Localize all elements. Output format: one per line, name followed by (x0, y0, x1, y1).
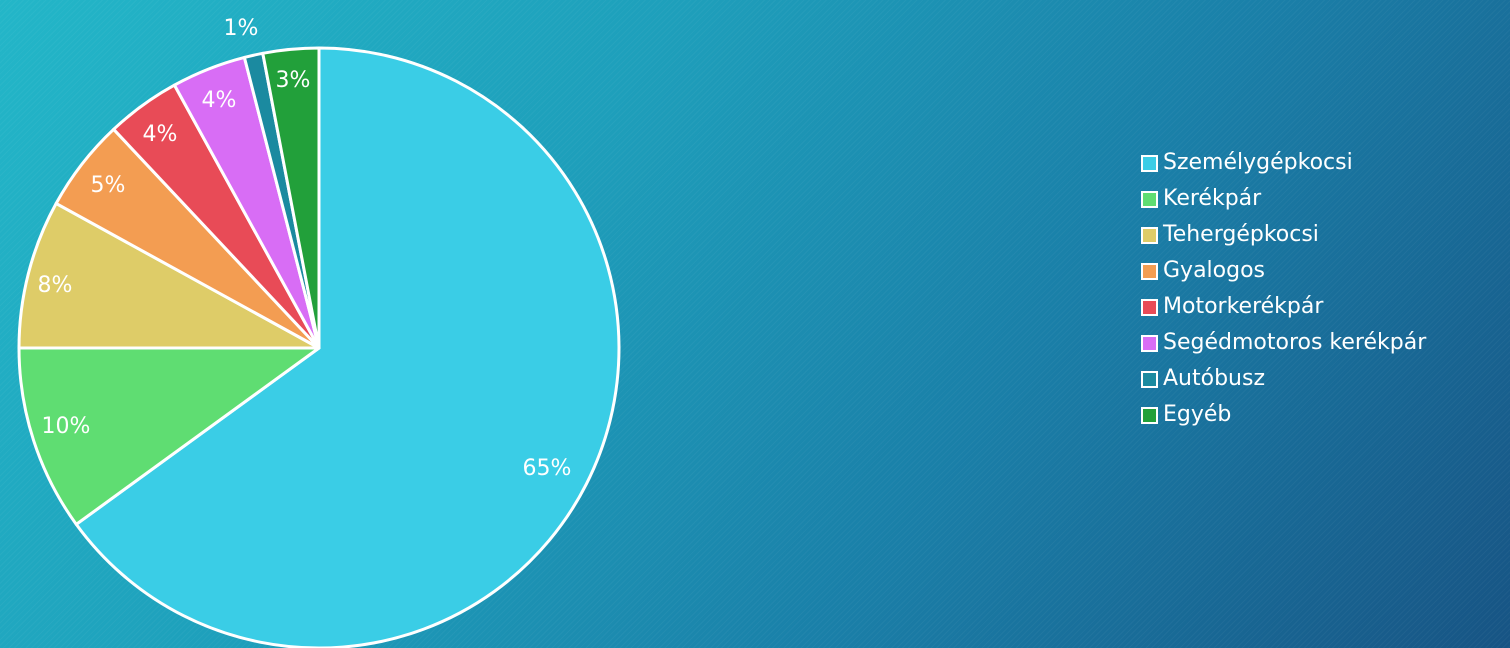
legend-label-6: Autóbusz (1163, 366, 1265, 391)
legend-item-0: Személygépkocsi (1141, 145, 1426, 181)
slice-label-4: 4% (143, 122, 178, 147)
legend-label-5: Segédmotoros kerékpár (1163, 330, 1427, 355)
slice-label-7: 3% (276, 68, 311, 93)
legend-swatch-4 (1141, 298, 1158, 316)
legend-label-7: Egyéb (1163, 402, 1232, 427)
slice-label-1: 10% (42, 414, 91, 439)
slice-label-6: 1% (224, 16, 259, 41)
chart-legend: Személygépkocsi Kerékpár Tehergépkocsi Gyal… (1141, 145, 1426, 433)
legend-item-3: Gyalogos (1141, 253, 1426, 289)
slice-label-0: 65% (523, 456, 572, 481)
pie-slice-1 (17, 346, 321, 526)
legend-item-1: Kerékpár (1141, 181, 1426, 217)
legend-swatch-0 (1141, 154, 1158, 172)
legend-item-5: Segédmotoros kerékpár (1141, 325, 1426, 361)
legend-label-0: Személygépkocsi (1163, 150, 1353, 175)
legend-item-7: Egyéb (1141, 397, 1426, 433)
legend-label-4: Motorkerékpár (1163, 294, 1324, 319)
legend-swatch-7 (1141, 406, 1158, 424)
legend-swatch-1 (1141, 190, 1158, 208)
legend-label-3: Gyalogos (1163, 258, 1266, 283)
legend-item-2: Tehergépkocsi (1141, 217, 1426, 253)
pie-slice-2 (17, 201, 321, 350)
legend-swatch-3 (1141, 262, 1158, 280)
legend-swatch-5 (1141, 334, 1158, 352)
legend-item-6: Autóbusz (1141, 361, 1426, 397)
pie-slice-7 (261, 46, 321, 350)
legend-label-2: Tehergépkocsi (1163, 222, 1319, 247)
legend-label-1: Kerékpár (1163, 186, 1262, 211)
slice-label-2: 8% (38, 273, 73, 298)
legend-swatch-6 (1141, 370, 1158, 388)
slice-label-5: 4% (202, 88, 237, 113)
pie-slice-0 (74, 46, 621, 648)
slice-label-3: 5% (91, 173, 126, 198)
legend-swatch-2 (1141, 226, 1158, 244)
legend-item-4: Motorkerékpár (1141, 289, 1426, 325)
